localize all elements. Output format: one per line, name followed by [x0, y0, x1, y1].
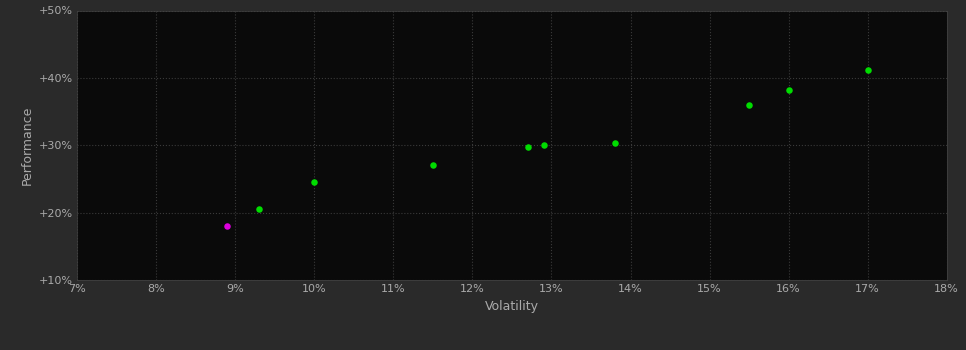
Point	[219, 223, 235, 229]
Y-axis label: Performance: Performance	[20, 106, 34, 185]
Point	[251, 206, 267, 212]
Point	[306, 180, 322, 185]
Point	[607, 140, 622, 146]
Point	[741, 102, 756, 108]
Point	[536, 142, 552, 148]
X-axis label: Volatility: Volatility	[485, 300, 539, 313]
Point	[860, 67, 875, 72]
Point	[425, 163, 440, 168]
Point	[520, 144, 535, 149]
Point	[781, 87, 796, 93]
